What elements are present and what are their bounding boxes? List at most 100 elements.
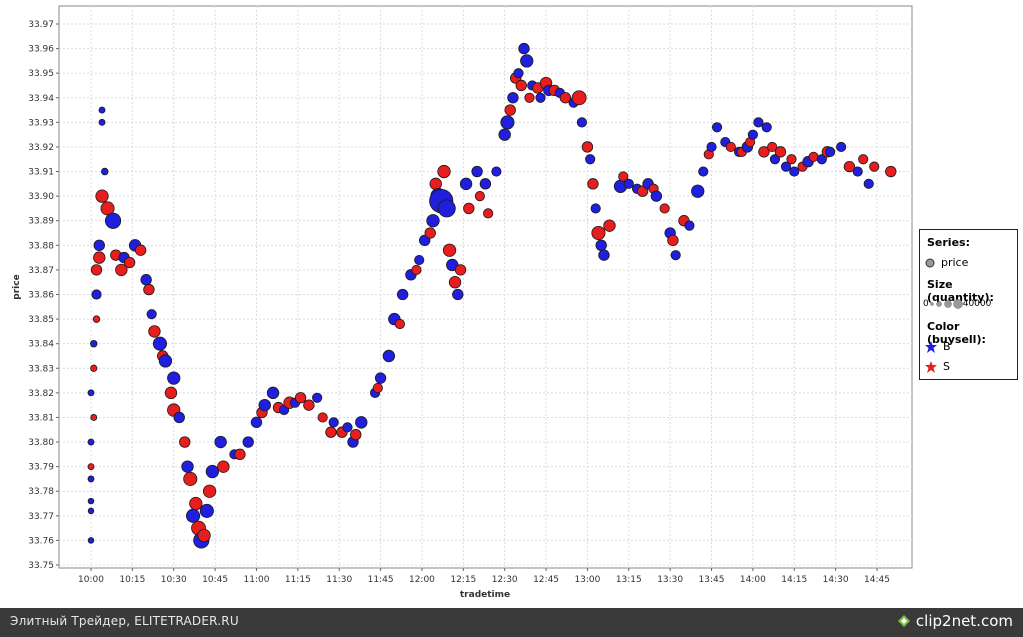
x-axis-ticks: 10:00 10:15 10:30 10:45 11:00 11:15 11:30 11:45… [78,568,890,585]
x-tick-label: 12:30 [492,575,518,585]
data-point-b [691,184,705,198]
data-point-s [372,382,383,394]
chart-canvas: 33.75 33.76 33.77 33.78 33.79 33.80 33.81 33.82… [12,5,913,600]
y-tick-label: 33.92 [28,143,54,153]
circle-icon [925,258,935,267]
data-point-b [753,117,764,128]
data-point-s [667,234,679,247]
data-point-s [524,92,535,103]
data-point-b [684,220,695,231]
data-point-s [90,264,103,276]
y-axis-label: price [12,274,22,299]
data-point-b [852,166,863,177]
y-tick-label: 33.81 [28,413,54,423]
legend-size-header: Size (quantity): [927,278,994,304]
data-point-b [181,460,194,473]
data-point-b [146,309,157,320]
data-point-b [590,203,601,214]
data-point-b [769,154,781,165]
data-point-b [396,288,409,301]
data-point-s [559,92,572,104]
data-point-b [414,254,425,266]
legend-color-b-label: B [943,340,951,353]
y-tick-label: 33.89 [28,217,54,227]
data-point-s [123,256,136,269]
footer-brand[interactable]: clip2net.com [897,612,1013,630]
data-point-b [101,167,109,176]
plot-area [58,5,913,569]
y-tick-label: 33.87 [28,266,54,276]
data-point-b [250,416,263,429]
y-tick-label: 33.83 [28,364,54,374]
data-point-b [342,422,353,433]
data-point-b [747,129,758,140]
data-point-s [148,325,161,338]
data-point-s [429,177,442,191]
y-tick-label: 33.88 [28,241,54,251]
data-point-b [670,250,681,261]
data-point-s [164,386,178,400]
data-point-b [258,398,271,412]
x-tick-label: 13:45 [699,575,725,585]
y-tick-label: 33.75 [28,561,54,571]
y-tick-label: 33.96 [28,45,54,55]
footer-caption: Элитный Трейдер, ELITETRADER.RU [10,614,239,628]
data-point-b [585,154,596,165]
legend-series-item: price [925,256,968,269]
data-point-b [576,117,587,128]
data-point-b [199,503,214,518]
grid-lines [59,6,912,568]
data-point-s [95,189,109,203]
y-tick-label: 33.78 [28,487,54,497]
data-point-b [87,389,95,397]
data-point-s [93,251,106,264]
data-point-b [491,166,502,177]
y-tick-label: 33.80 [28,438,54,448]
data-point-b [437,199,456,218]
y-tick-label: 33.97 [28,20,54,30]
x-tick-label: 11:45 [368,575,394,585]
data-point-b [479,178,492,190]
data-point-b [104,212,122,229]
data-point-s [134,244,147,256]
data-point-s [448,276,462,289]
footer-bar: Элитный Трейдер, ELITETRADER.RU clip2net… [0,608,1023,637]
data-point-s [442,243,457,257]
data-point-b [711,122,723,133]
x-tick-label: 10:30 [161,575,187,585]
x-tick-label: 11:15 [285,575,311,585]
data-point-b [863,178,874,189]
data-point-s [92,315,101,323]
x-tick-label: 10:00 [78,575,104,585]
legend-color-s-label: S [943,360,950,373]
data-point-b [87,475,95,483]
x-tick-label: 14:00 [740,575,766,585]
data-point-b [623,178,634,189]
data-point-s [767,141,778,153]
data-point-s [197,528,211,543]
data-point-b [816,154,827,165]
data-point-s [189,496,203,511]
data-point-b [374,372,387,384]
y-tick-label: 33.91 [28,168,54,178]
data-point-s [424,227,436,239]
data-point-b [598,249,610,261]
data-point-b [498,128,511,141]
y-tick-label: 33.94 [28,94,54,104]
data-point-b [698,166,709,177]
data-point-b [452,288,464,301]
data-point-s [115,263,128,277]
size-scale-icon [929,299,963,309]
data-point-s [234,448,246,461]
data-point-b [87,497,95,505]
data-point-b [91,289,102,300]
data-point-s [463,202,475,215]
x-tick-label: 13:30 [657,575,683,585]
x-axis-label: tradetime [460,590,510,600]
data-point-b [520,54,534,68]
data-point-b [173,411,185,424]
data-point-s [786,154,797,165]
data-point-s [411,264,422,275]
data-point-b [500,115,515,130]
x-tick-label: 11:00 [244,575,270,585]
